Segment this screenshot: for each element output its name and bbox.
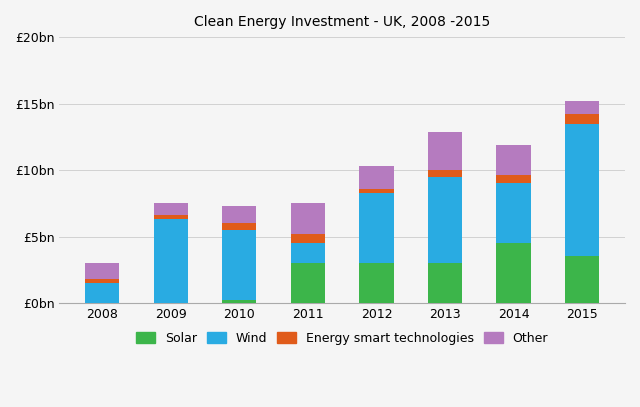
- Bar: [154, 219, 188, 303]
- Bar: [359, 189, 394, 193]
- Bar: [291, 204, 325, 234]
- Bar: [291, 234, 325, 243]
- Bar: [85, 279, 119, 283]
- Title: Clean Energy Investment - UK, 2008 -2015: Clean Energy Investment - UK, 2008 -2015: [194, 15, 490, 29]
- Bar: [428, 131, 462, 170]
- Bar: [154, 204, 188, 215]
- Bar: [565, 124, 599, 256]
- Bar: [154, 215, 188, 219]
- Bar: [359, 193, 394, 263]
- Bar: [222, 223, 257, 230]
- Bar: [291, 243, 325, 263]
- Bar: [222, 230, 257, 300]
- Bar: [85, 283, 119, 303]
- Bar: [497, 184, 531, 243]
- Bar: [565, 114, 599, 124]
- Bar: [222, 300, 257, 303]
- Bar: [565, 256, 599, 303]
- Bar: [359, 166, 394, 189]
- Bar: [428, 263, 462, 303]
- Bar: [497, 243, 531, 303]
- Bar: [291, 263, 325, 303]
- Bar: [359, 263, 394, 303]
- Bar: [565, 101, 599, 114]
- Bar: [497, 175, 531, 184]
- Bar: [222, 206, 257, 223]
- Legend: Solar, Wind, Energy smart technologies, Other: Solar, Wind, Energy smart technologies, …: [131, 327, 553, 350]
- Bar: [428, 170, 462, 177]
- Bar: [85, 263, 119, 279]
- Bar: [497, 145, 531, 175]
- Bar: [428, 177, 462, 263]
